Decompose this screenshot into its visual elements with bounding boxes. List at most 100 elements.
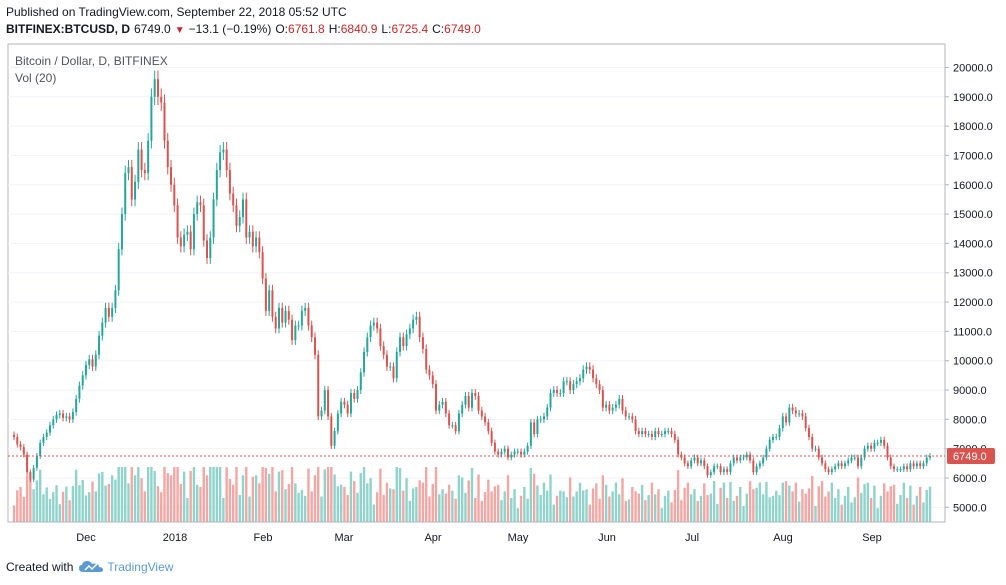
volume-bar [778, 495, 781, 522]
volume-bar [454, 498, 457, 522]
volume-bar [271, 467, 274, 522]
candle-body [487, 422, 490, 432]
candle-body [601, 390, 604, 408]
volume-bar [173, 467, 176, 522]
volume-bar [673, 489, 677, 522]
close-value: 6749.0 [444, 22, 481, 36]
candle-body [317, 354, 320, 417]
time-axis[interactable]: Dec 2018 Feb Mar Apr May Jun Jul Aug Sep [76, 532, 882, 544]
volume-bar [222, 497, 225, 522]
candle-body [461, 404, 464, 414]
volume-bar [369, 478, 372, 522]
candle-body [565, 381, 568, 383]
volume-bar [765, 481, 768, 522]
volume-bar [418, 480, 421, 522]
candle-body [474, 392, 477, 396]
volume-bar [725, 497, 729, 522]
candle-body [196, 202, 199, 215]
volume-bar [261, 467, 264, 522]
volume-bar [621, 478, 624, 522]
volume-bar [287, 484, 290, 522]
candle-body [156, 79, 159, 97]
candle-body [562, 381, 565, 393]
volume-bar [25, 475, 29, 522]
candle-body [775, 436, 778, 438]
volume-bar [595, 483, 598, 522]
candle-body [52, 419, 55, 426]
candle-body [248, 231, 251, 238]
candle-body [271, 290, 274, 317]
candle-body [735, 457, 738, 461]
candle-body [559, 392, 562, 394]
candle-body [765, 448, 768, 458]
volume-bar [392, 489, 395, 522]
volume-bar [575, 491, 578, 522]
volume-bar [833, 497, 837, 522]
candle-body [523, 451, 526, 455]
volume-bar [156, 486, 160, 522]
volume-bar [343, 486, 346, 522]
candle-body [533, 422, 536, 435]
time-tick-label: Aug [773, 532, 793, 544]
candle-body [399, 337, 402, 352]
volume-bar [202, 467, 205, 522]
volume-bar [182, 471, 186, 522]
volume-bar [209, 467, 212, 522]
volume-bar [811, 475, 814, 522]
time-tick-label: Jun [598, 532, 616, 544]
candle-body [716, 466, 719, 468]
volume-bar [58, 504, 61, 522]
candle-body [150, 96, 153, 141]
candle-body [346, 404, 349, 414]
candle-body [778, 428, 781, 437]
candle-body [670, 431, 673, 435]
candle-body [366, 337, 369, 352]
candle-body [421, 337, 424, 349]
volume-bar [549, 474, 552, 522]
volume-bar [788, 485, 791, 522]
candle-body [26, 454, 29, 473]
candle-body [435, 384, 438, 411]
candle-body [114, 290, 117, 308]
tradingview-brand[interactable]: TradingView [79, 560, 173, 574]
candle-body [785, 416, 788, 423]
volume-bar [117, 467, 120, 522]
volume-bar [716, 503, 719, 522]
candle-body [376, 322, 379, 329]
candle-body [444, 401, 447, 414]
candle-body [729, 463, 732, 473]
volume-bar [130, 467, 133, 522]
candle-body [722, 469, 725, 473]
volume-bar [218, 467, 222, 522]
volume-bar [474, 497, 477, 522]
volume-bar [451, 490, 454, 522]
candle-body [55, 414, 58, 420]
price-tick-label: 5000.0 [953, 502, 987, 514]
candle-body [883, 439, 886, 446]
volume-bar [634, 491, 637, 522]
candle-body [634, 419, 637, 432]
candle-body [199, 202, 202, 206]
price-axis[interactable]: 20000.0 19000.0 18000.0 17000.0 16000.0 15000… [945, 62, 993, 514]
volume-bar [660, 508, 663, 522]
volume-bar [536, 485, 539, 522]
candle-body [179, 237, 182, 247]
volume-bar [405, 478, 408, 522]
volume-label: Vol (20) [15, 71, 56, 85]
candle-body [228, 170, 231, 194]
candle-body [219, 152, 222, 171]
price-chart[interactable]: 20000.0 19000.0 18000.0 17000.0 16000.0 15000… [0, 0, 1006, 550]
candle-body [111, 307, 114, 317]
plot-frame [7, 43, 946, 523]
candle-body [500, 451, 503, 455]
candle-body [595, 378, 598, 385]
price-tick-label: 6000.0 [953, 473, 987, 485]
candle-body [353, 392, 356, 399]
volume-bar [676, 470, 680, 522]
candle-body [42, 436, 45, 443]
time-tick-label: Apr [424, 532, 441, 544]
candle-body [222, 149, 225, 153]
tradingview-label: TradingView [107, 560, 174, 574]
volume-bar [928, 486, 932, 522]
volume-bar [398, 467, 402, 522]
